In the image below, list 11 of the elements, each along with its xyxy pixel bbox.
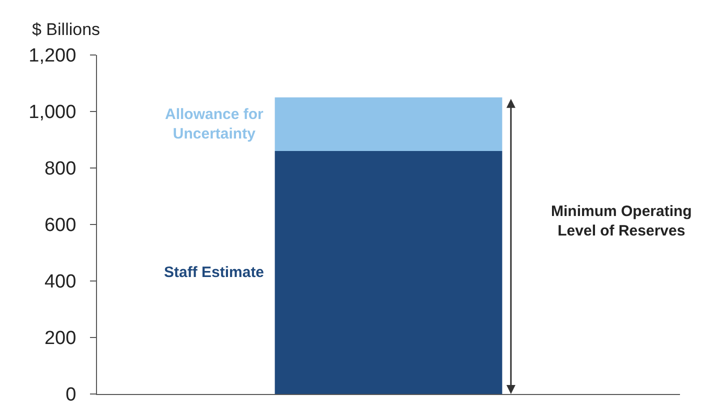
y-tick-label: 0 bbox=[66, 384, 76, 406]
y-axis-title: $ Billions bbox=[32, 20, 100, 39]
series-label: Allowance for Uncertainty bbox=[165, 106, 264, 142]
text: Minimum Operating Level of Reserves bbox=[551, 203, 692, 240]
y-tick-label: 800 bbox=[44, 158, 76, 180]
y-tick-label: 1,000 bbox=[28, 102, 76, 124]
y-tick-label: 1,200 bbox=[28, 46, 76, 67]
series-label: Staff Estimate bbox=[164, 264, 264, 281]
y-tick-label: 200 bbox=[44, 328, 76, 350]
y-tick-label: 600 bbox=[44, 215, 76, 236]
y-tick-label: 400 bbox=[44, 272, 76, 293]
